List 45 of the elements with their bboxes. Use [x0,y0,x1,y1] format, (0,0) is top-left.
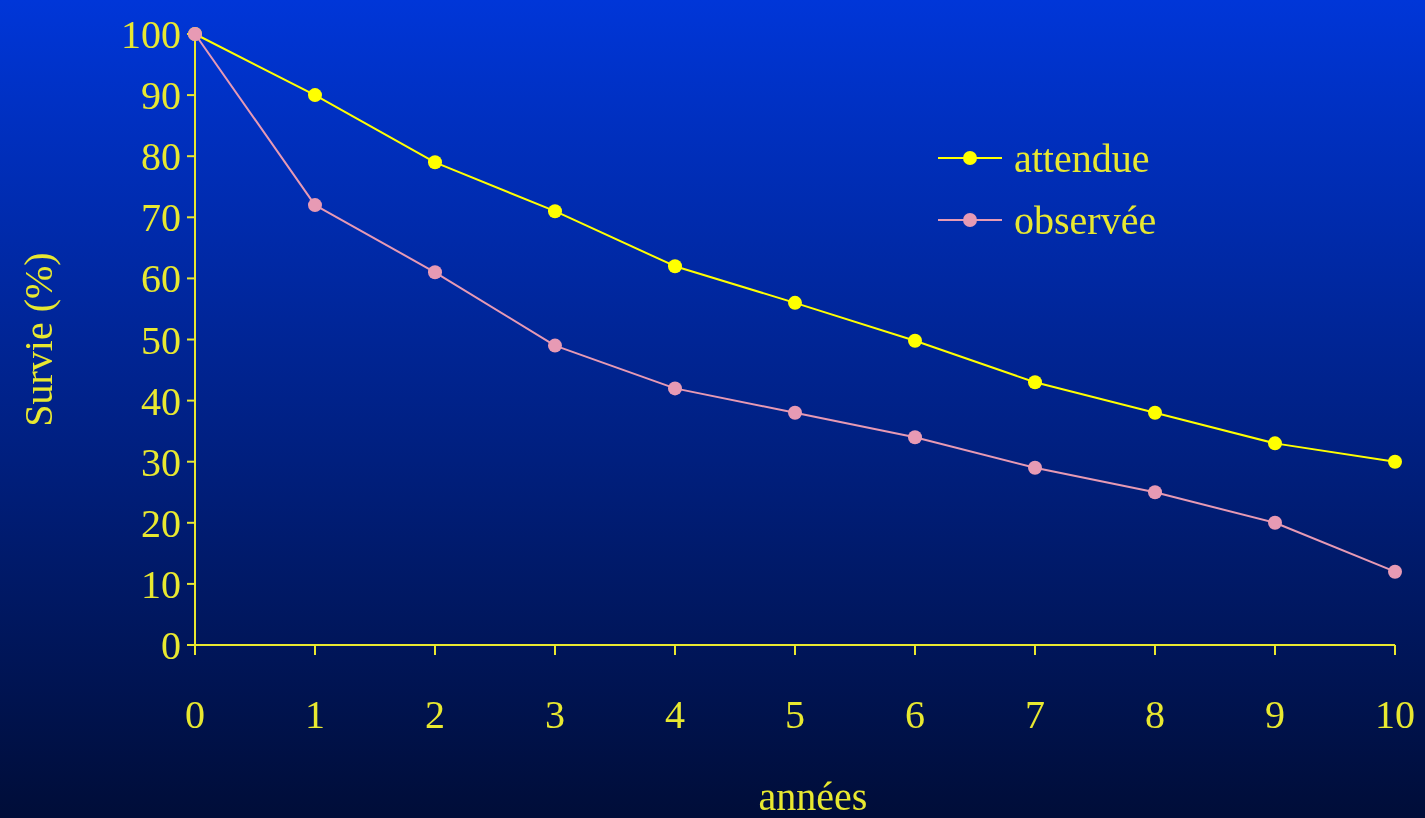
point [1028,460,1042,475]
x-axis-title: années [758,774,868,818]
point [1268,515,1282,530]
y-tick-label: 70 [141,195,181,241]
point [1148,405,1162,420]
y-tick-label: 50 [141,317,181,363]
y-tick-label: 80 [141,134,181,180]
x-tick-label: 9 [1265,692,1285,737]
point [908,333,922,348]
y-tick-label: 10 [141,561,181,607]
y-tick-label: 30 [141,439,181,485]
point [1388,564,1402,579]
y-tick-label: 100 [121,12,181,57]
point [1268,436,1282,451]
x-tick-label: 1 [305,692,325,737]
point [428,155,442,170]
y-tick-label: 40 [141,378,181,424]
legend-label: attendue [1014,136,1150,181]
y-tick-label: 0 [161,623,181,668]
x-tick-label: 5 [785,692,805,737]
y-axis-title: Survie (%) [16,252,61,427]
x-tick-label: 3 [545,692,565,737]
x-tick-label: 6 [905,692,925,737]
point [668,259,682,274]
x-tick-label: 8 [1145,692,1165,737]
point [908,430,922,445]
y-tick-label: 90 [141,73,181,119]
legend-label: observée [1014,198,1157,243]
point [308,198,322,213]
point [428,265,442,280]
point [548,338,562,353]
x-tick-label: 2 [425,692,445,737]
point [1028,375,1042,390]
point [308,88,322,103]
y-tick-label: 20 [141,500,181,546]
point [1148,485,1162,500]
x-tick-label: 4 [665,692,685,737]
point [788,295,802,310]
y-tick-label: 60 [141,256,181,302]
point [668,381,682,396]
point [788,405,802,420]
x-tick-label: 7 [1025,692,1045,737]
x-tick-label: 10 [1375,692,1415,737]
point [548,204,562,219]
point [1388,454,1402,469]
